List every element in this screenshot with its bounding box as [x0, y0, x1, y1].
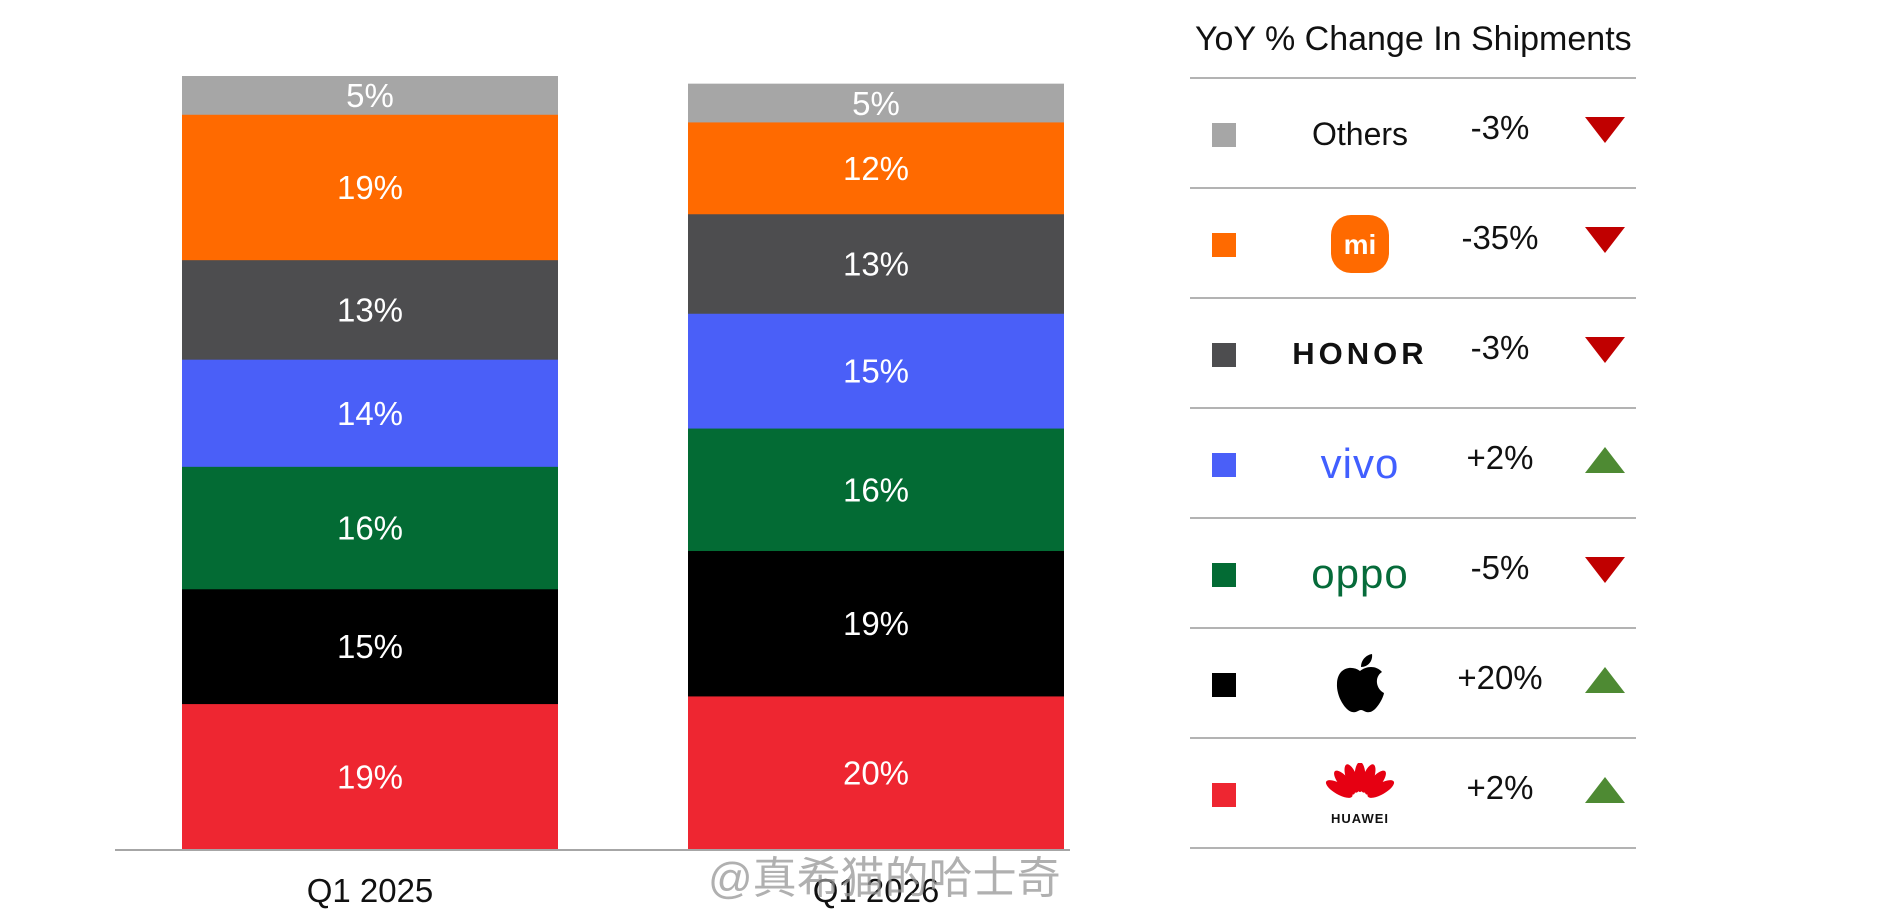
x-tick-label: Q1 2026 [813, 872, 940, 909]
brand-logo: oppo [1265, 534, 1455, 614]
arrow-down-icon [1585, 117, 1625, 143]
yoy-change-value: -35% [1461, 219, 1539, 256]
bar-segment-oppo-2 [688, 428, 1064, 552]
bar-segment-apple-1 [182, 588, 558, 705]
yoy-change-value: +2% [1466, 439, 1534, 476]
bar-segment-vivo-1 [182, 359, 558, 467]
bar-segment-oppo-1 [182, 466, 558, 590]
data-label: 20% [843, 754, 909, 791]
legend-swatch [1212, 783, 1236, 807]
brand-logo: mi [1265, 204, 1455, 284]
data-label: 16% [843, 471, 909, 508]
legend-row-huawei-logo: HUAWEI +2% [1190, 737, 1636, 849]
arrow-down-icon [1585, 337, 1625, 363]
huawei-logo-icon [1325, 762, 1395, 798]
apple-logo-icon [1336, 654, 1384, 713]
yoy-change-value: -3% [1470, 109, 1530, 146]
legend-row-xiaomi-logo: mi -35% [1190, 187, 1636, 297]
legend-title: YoY % Change In Shipments [1195, 20, 1632, 58]
brand-name: Others [1311, 115, 1409, 152]
arrow-down-icon [1585, 557, 1625, 583]
arrow-up-icon [1585, 667, 1625, 693]
vivo-logo-icon: vivo [1320, 440, 1400, 487]
legend-row-text: Others -3% [1190, 77, 1636, 187]
legend-row-apple-logo: +20% [1190, 627, 1636, 737]
bar-segment-huawei-2 [688, 695, 1064, 850]
arrow-up-icon [1585, 447, 1625, 473]
bar-segment-vivo-2 [688, 313, 1064, 429]
xiaomi-logo-text: mi [1344, 229, 1377, 260]
bar-segment-huawei-1 [182, 703, 558, 850]
yoy-change-value: -5% [1470, 549, 1530, 586]
brand-logo [1265, 644, 1455, 724]
data-label: 19% [843, 605, 909, 642]
bar-segment-apple-2 [688, 550, 1064, 697]
data-label: 14% [337, 395, 403, 432]
legend-swatch [1212, 123, 1236, 147]
yoy-change-value: +2% [1466, 769, 1534, 806]
bar-segment-honor-1 [182, 259, 558, 360]
legend-swatch [1212, 453, 1236, 477]
data-label: 15% [337, 628, 403, 665]
arrow-up-icon [1585, 777, 1625, 803]
legend-swatch [1212, 233, 1236, 257]
data-label: 13% [337, 291, 403, 328]
brand-logo: vivo [1265, 424, 1455, 504]
brand-logo: HUAWEI [1265, 754, 1455, 834]
honor-logo-icon: HONOR [1292, 336, 1428, 371]
data-label: 16% [337, 510, 403, 547]
arrow-down-icon [1585, 227, 1625, 253]
brand-logo: HONOR [1265, 314, 1455, 394]
watermark: @真希猫的哈士奇 [708, 854, 1061, 903]
legend-row-honor-logo: HONOR -3% [1190, 297, 1636, 407]
legend-row-vivo-logo: vivo +2% [1190, 407, 1636, 517]
bar-segment-xiaomi-1 [182, 114, 558, 261]
yoy-change-value: -3% [1470, 329, 1530, 366]
data-label: 15% [843, 353, 909, 390]
yoy-change-value: +20% [1457, 659, 1543, 696]
legend-swatch [1212, 343, 1236, 367]
legend-swatch [1212, 673, 1236, 697]
data-label: 12% [843, 150, 909, 187]
xiaomi-logo-icon: mi [1331, 215, 1389, 273]
data-label: 13% [843, 246, 909, 283]
bar-segment-xiaomi-2 [688, 121, 1064, 215]
data-label: 5% [346, 77, 394, 114]
data-label: 19% [337, 169, 403, 206]
bar-segment-others-2 [688, 83, 1064, 123]
brand-logo: Others [1265, 94, 1455, 174]
x-tick-label: Q1 2025 [307, 872, 434, 909]
bar-segment-honor-2 [688, 213, 1064, 314]
yoy-change-table: Others -3% mi -35% HONOR -3% vivo +2% oppo -5% +20… [1190, 77, 1636, 849]
huawei-logo-text: HUAWEI [1331, 810, 1389, 826]
legend-swatch [1212, 563, 1236, 587]
data-label: 19% [337, 758, 403, 795]
stacked-bar-chart: 19% 15% 16% 14% 13% 19% 5% Q1 2025 20% 19% 16% 15% 1… [115, 76, 1070, 909]
oppo-logo-icon: oppo [1311, 550, 1409, 597]
legend-row-oppo-logo: oppo -5% [1190, 517, 1636, 627]
bar-segment-others-1 [182, 76, 558, 115]
data-label: 5% [852, 85, 900, 122]
